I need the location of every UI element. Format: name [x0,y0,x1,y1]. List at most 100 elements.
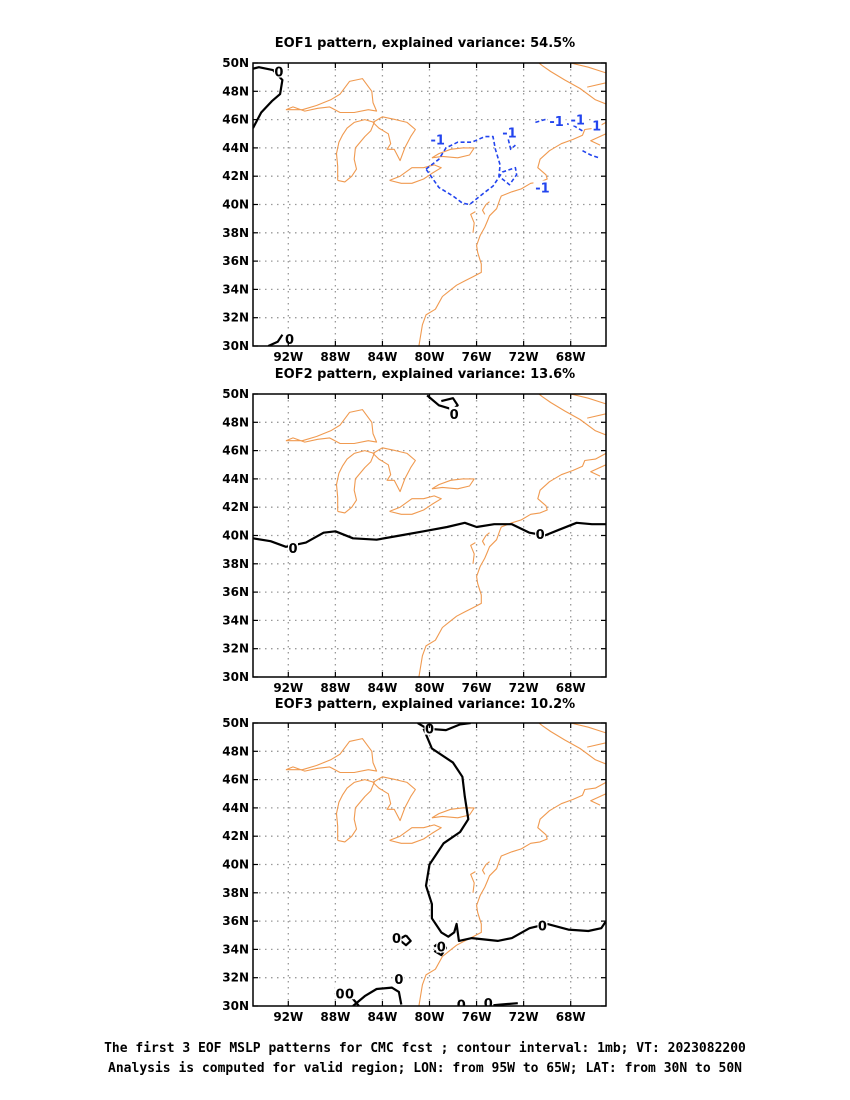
contour-line-negative [507,139,516,151]
lat-tick-label: 38N [222,886,249,900]
lat-tick-label: 34N [222,942,249,956]
coastline [372,776,416,822]
coastline [418,781,606,1006]
coastline [431,478,475,490]
contour-label-mask [391,931,402,945]
contour-label: -1 [431,133,445,148]
lat-tick-label: 46N [222,113,249,127]
caption-line-1: The first 3 EOF MSLP patterns for CMC fc… [104,1041,746,1056]
contour-label: 1 [592,119,601,134]
contour-label-mask [456,997,467,1006]
coastline [481,201,490,215]
lon-tick-label: 84W [367,681,397,695]
lon-tick-label: 68W [556,681,586,695]
lat-tick-label: 48N [222,84,249,98]
contour-label: 0 [285,333,294,348]
contour-label: 0 [437,941,446,956]
lat-tick-label: 50N [222,387,249,401]
contour-label: 0 [484,997,493,1012]
lat-tick-label: 46N [222,444,249,458]
lat-tick-label: 40N [222,529,249,543]
lat-tick-label: 36N [222,254,249,268]
coastline [470,542,476,564]
contour-label-mask [533,180,552,194]
lat-tick-label: 50N [222,716,249,730]
contour-label-mask [483,996,494,1006]
eof3-title: EOF3 pattern, explained variance: 10.2% [275,697,575,712]
coastline [335,119,375,183]
lat-tick-label: 34N [222,282,249,296]
contour-label: 0 [536,528,545,543]
lon-tick-label: 80W [415,681,445,695]
contour-label-mask [393,972,404,986]
coastline [431,147,475,159]
contour-label: -1 [502,126,516,141]
eof1-title: EOF1 pattern, explained variance: 54.5% [275,36,575,51]
contour-label: 0 [538,919,547,934]
contour-label-mask [273,64,284,78]
contour-label-mask [591,118,602,132]
eof2-title: EOF2 pattern, explained variance: 13.6% [275,367,575,382]
lat-tick-label: 48N [222,415,249,429]
coastline [570,394,606,405]
contour-label-mask [547,114,566,128]
lat-tick-label: 40N [222,198,249,212]
lon-tick-label: 76W [462,1010,492,1024]
contour-label: -1 [535,182,549,197]
contour-label-mask [428,132,447,146]
contour-label: 0 [274,65,283,80]
coastline [481,861,490,875]
coastline [372,447,416,493]
lat-tick-label: 38N [222,226,249,240]
lat-tick-label: 30N [222,339,249,353]
coastline [538,63,606,105]
contour-line-zero [253,521,606,548]
coastline [587,742,606,748]
lat-tick-label: 36N [222,585,249,599]
lat-tick-label: 42N [222,829,249,843]
coastline [335,450,375,514]
coastline [389,495,442,515]
lat-tick-label: 46N [222,773,249,787]
coastline [538,394,606,436]
contour-label-mask [535,527,546,541]
eof1-panel: EOF1 pattern, explained variance: 54.5% … [222,36,607,364]
coastline [431,807,475,819]
contour-label-mask [288,541,299,555]
contour-label: 0 [288,542,297,557]
lon-tick-label: 76W [462,681,492,695]
lat-tick-label: 30N [222,670,249,684]
coastline [590,464,606,477]
lat-tick-label: 32N [222,311,249,325]
lat-tick-label: 44N [222,801,249,815]
lon-tick-label: 72W [509,350,539,364]
lon-tick-label: 68W [556,1010,586,1024]
coastline [285,78,378,114]
lon-tick-label: 84W [367,1010,397,1024]
contour-label: 0 [425,723,434,738]
caption-line-2: Analysis is computed for valid region; L… [108,1061,742,1076]
coastline [587,413,606,419]
contour-line-zero [422,728,606,942]
lat-tick-label: 36N [222,914,249,928]
contour-label-mask [344,986,355,1000]
lat-tick-label: 38N [222,557,249,571]
lat-tick-label: 42N [222,169,249,183]
coastline [590,133,606,146]
coastline [418,121,606,346]
coastline [285,409,378,445]
contour-line-negative [582,149,600,159]
contour-label-mask [568,112,587,126]
coastline [335,779,375,843]
lon-tick-label: 68W [556,350,586,364]
coastline [570,723,606,734]
contour-line-zero [417,723,471,732]
coastline [389,164,442,184]
coastline [570,63,606,74]
lon-tick-label: 92W [273,681,303,695]
lon-tick-label: 80W [415,350,445,364]
lon-tick-label: 84W [367,350,397,364]
coastline [470,871,476,893]
contour-line-zero [267,334,284,346]
